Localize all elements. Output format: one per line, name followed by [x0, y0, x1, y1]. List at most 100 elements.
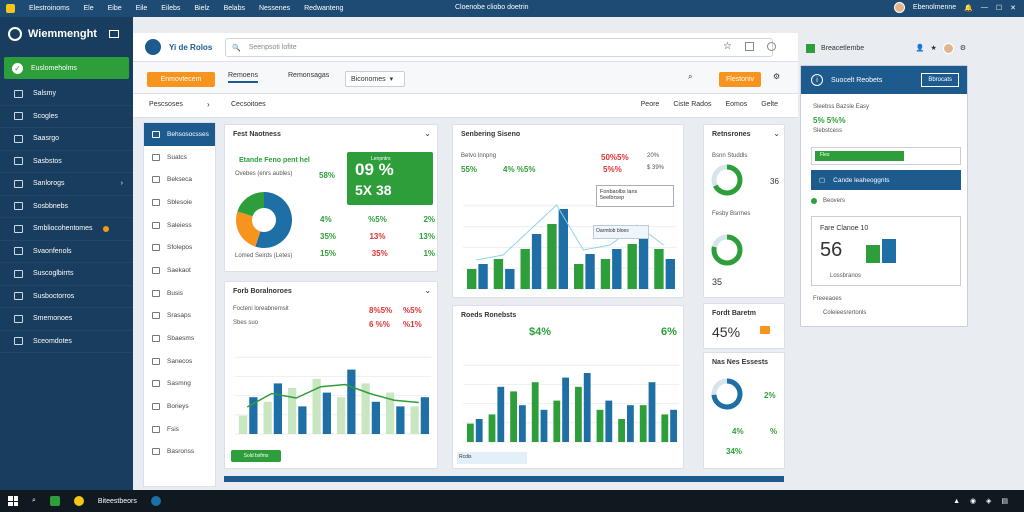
- grid-icon[interactable]: [745, 42, 754, 51]
- panel-progress: Fles: [811, 147, 961, 165]
- browser-icon[interactable]: [150, 496, 161, 506]
- subnav-item[interactable]: Sbaesms: [144, 327, 215, 350]
- search-input[interactable]: Seenpsoti lofite: [248, 44, 297, 51]
- sidebar-item[interactable]: Scogles: [0, 106, 133, 128]
- subnav-item[interactable]: Bekseca: [144, 168, 215, 191]
- metric-cell: 4%: [320, 215, 332, 224]
- star-filled-icon[interactable]: ★: [930, 45, 937, 52]
- sidebar-item-active[interactable]: ✓ Euslomeholms: [4, 57, 129, 79]
- panel-button[interactable]: Bbrocats: [921, 73, 959, 87]
- card-bars: Senbering Siseno Betvo lnnpng 55% 4% %5%…: [452, 124, 684, 298]
- subnav-icon: [152, 266, 160, 274]
- filter-item[interactable]: Cecsoitoes: [231, 101, 266, 108]
- sidebar-item[interactable]: Saasrgo: [0, 128, 133, 151]
- bar: [558, 209, 568, 289]
- notification-icon[interactable]: 🔔: [964, 4, 973, 12]
- dropdown[interactable]: Biconomes ▾: [345, 71, 405, 87]
- chevron-right-icon[interactable]: ›: [207, 100, 210, 109]
- monitor-icon[interactable]: [108, 30, 119, 38]
- subnav-item[interactable]: Srasaps: [144, 305, 215, 328]
- filter-left[interactable]: Pescsoses: [149, 101, 183, 108]
- subnav-item[interactable]: Sanecos: [144, 350, 215, 373]
- sidebar-item[interactable]: Sosbbnebs: [0, 196, 133, 218]
- subnav-item[interactable]: Basronss: [144, 441, 215, 464]
- sidebar-item[interactable]: Salsmy: [0, 83, 133, 106]
- search-bar[interactable]: 🔍 Seenpsoti lofite: [225, 38, 773, 57]
- menu-item[interactable]: Nessenes: [258, 5, 291, 12]
- chevron-down-icon[interactable]: ⌄: [424, 286, 431, 295]
- menu-item[interactable]: Ele: [83, 5, 94, 12]
- windows-icon[interactable]: [8, 496, 18, 506]
- close-icon[interactable]: ✕: [1010, 4, 1016, 12]
- bar: [510, 391, 517, 442]
- sidebar-item[interactable]: Svaonfenols: [0, 241, 133, 263]
- green-button[interactable]: Sold bsfms: [231, 450, 281, 462]
- menu-item[interactable]: Eibe: [107, 5, 122, 12]
- brand[interactable]: Wiemmenght: [0, 17, 133, 51]
- photo-app-icon[interactable]: [73, 496, 84, 506]
- tab-messages[interactable]: Remonsagas: [288, 72, 330, 79]
- sidebar-item[interactable]: Sasbstos: [0, 151, 133, 173]
- menu-item[interactable]: Eile: [135, 5, 148, 12]
- top-bar: Yi de Rolos 🔍 Seenpsoti lofite ☆: [133, 33, 798, 62]
- user-avatar-small[interactable]: [942, 42, 954, 54]
- search-icon-toolbar[interactable]: ⌕: [688, 72, 693, 81]
- subnav-item[interactable]: Suatcs: [144, 146, 215, 169]
- subnav-item[interactable]: Sasmng: [144, 373, 215, 396]
- maximize-icon[interactable]: ☐: [995, 4, 1003, 12]
- sidebar-item[interactable]: Sceomdotes: [0, 331, 133, 353]
- menu-item[interactable]: Elestroinoms: [29, 5, 70, 12]
- minimize-icon[interactable]: —: [980, 4, 988, 11]
- user-avatar[interactable]: [893, 2, 905, 13]
- subnav-item[interactable]: Behsosocsses: [144, 123, 215, 146]
- secondary-button[interactable]: Flestoniv: [719, 72, 761, 87]
- star-icon[interactable]: ☆: [723, 41, 732, 52]
- tab-reports[interactable]: Remoens: [228, 72, 258, 83]
- card-mini: Nas Nes Essests 2% 4% 34% %: [703, 352, 785, 469]
- circle-icon[interactable]: [767, 42, 776, 51]
- menu-item[interactable]: Bielz: [194, 5, 210, 12]
- menu-item[interactable]: Redwanteng: [304, 5, 344, 12]
- sidebar-item[interactable]: Susboctorros: [0, 286, 133, 308]
- chevron-down-icon[interactable]: ⌄: [773, 129, 780, 138]
- subnav-item[interactable]: Busis: [144, 282, 215, 305]
- filter-option[interactable]: Eomos: [725, 101, 748, 108]
- subnav-item[interactable]: Sfolepos: [144, 236, 215, 259]
- chat-icon[interactable]: [760, 326, 770, 334]
- bar: [670, 409, 677, 442]
- filter-option[interactable]: Gelte: [761, 101, 778, 108]
- person-icon[interactable]: 👤: [915, 45, 925, 52]
- chevron-right-icon[interactable]: ›: [120, 180, 123, 188]
- sidebar-item[interactable]: Smbliocohentomes: [0, 218, 133, 241]
- trend-value-4: %1%: [403, 320, 422, 329]
- bars-label: Betvo lnnpng: [461, 153, 497, 159]
- subnav-label: Sanecos: [167, 357, 193, 365]
- filter-option[interactable]: Ciste Rados: [673, 101, 712, 108]
- panel-link[interactable]: ▢ Cande leaheoggnts: [811, 170, 961, 190]
- filter-option[interactable]: Peore: [640, 101, 660, 108]
- subnav-item[interactable]: Saleiess: [144, 214, 215, 237]
- subnav-item[interactable]: Saekaot: [144, 259, 215, 282]
- gear-icon[interactable]: ⚙: [959, 45, 966, 52]
- settings-icon[interactable]: ⚙: [773, 72, 781, 81]
- menu-item[interactable]: Eilebs: [161, 5, 181, 12]
- sheet-app-icon[interactable]: [49, 496, 60, 506]
- menu-item[interactable]: Belabs: [223, 5, 245, 12]
- panel-label-3: Beovers: [823, 198, 846, 204]
- tray-icons[interactable]: ▲ ◉ ◈ ▤: [953, 498, 1012, 505]
- metric-row: 15% 35% 1%: [320, 249, 435, 258]
- primary-button[interactable]: Enmovtecem: [147, 72, 215, 87]
- user-name[interactable]: Ebenolmenne: [912, 4, 957, 11]
- app-icon[interactable]: [145, 39, 161, 55]
- search-icon-taskbar[interactable]: ⌕: [32, 497, 36, 504]
- subnav-item[interactable]: Fsis: [144, 418, 215, 441]
- subnav-item[interactable]: Sblesoie: [144, 191, 215, 214]
- sidebar-item[interactable]: Smemonoes: [0, 308, 133, 331]
- taskbar-label[interactable]: Biteestbeors: [97, 497, 137, 505]
- subnav-item[interactable]: Borieys: [144, 395, 215, 418]
- sidebar-item[interactable]: Sanlorogs ›: [0, 173, 133, 196]
- donut-value-1: 36: [770, 177, 779, 186]
- chevron-down-icon[interactable]: ⌄: [424, 129, 431, 138]
- bar-line-chart: [235, 356, 431, 435]
- sidebar-item[interactable]: Suscoglbirrts: [0, 263, 133, 286]
